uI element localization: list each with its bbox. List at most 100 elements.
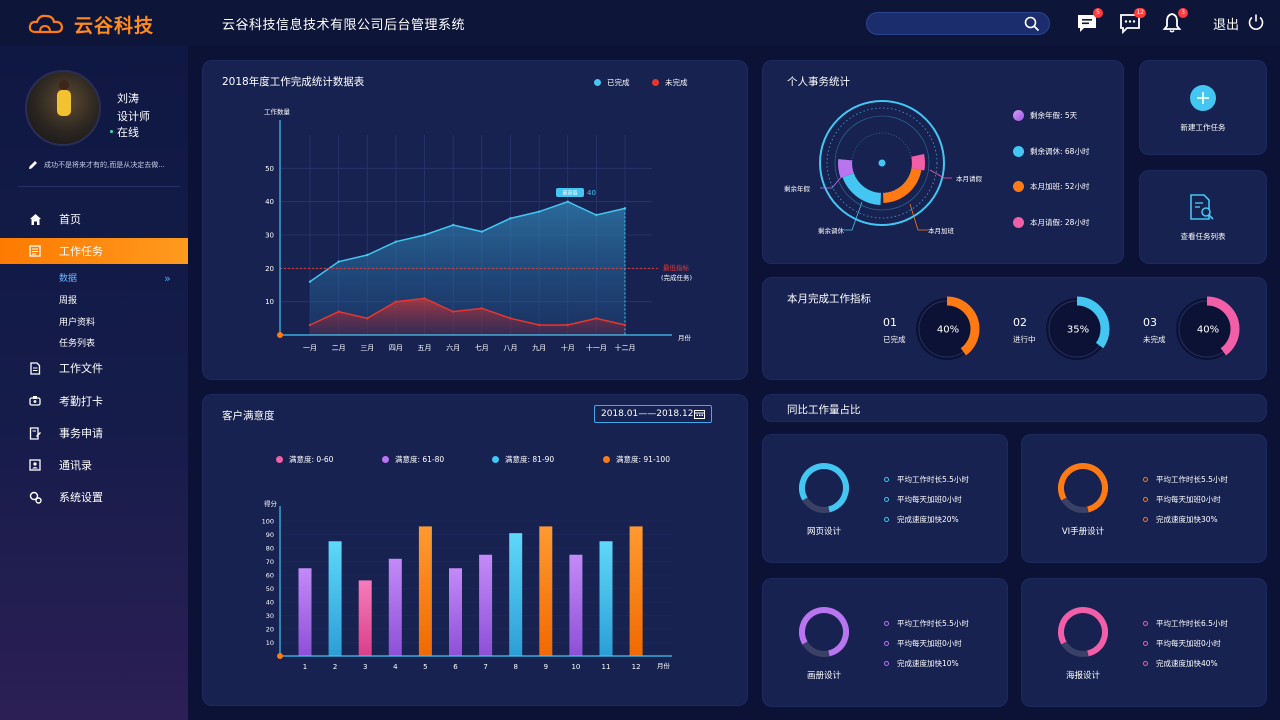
data-point [394, 240, 398, 243]
x-tick-label: 4 [393, 663, 398, 671]
edit-icon[interactable] [28, 160, 38, 170]
settings-icon [28, 490, 42, 504]
subnav-item-data[interactable]: 数据 [59, 274, 78, 284]
compare-card-stat: 平均工作时长5.5小时 [884, 474, 969, 485]
series-line-done [309, 200, 626, 283]
legend-sat-81-90[interactable]: 满意度: 81-90 [492, 454, 554, 465]
subnav-item-profile[interactable]: 用户资料 [59, 318, 96, 328]
bar [388, 558, 402, 656]
target-sublabel: (完成任务) [661, 273, 692, 282]
nav-item-application[interactable]: 事务申请 [0, 420, 188, 446]
label-vacation: 剩余年假 [784, 184, 811, 193]
personal-legend-vacation: 剩余年假: 5天 [1013, 110, 1077, 121]
series-area-undone [310, 298, 625, 335]
x-tick-label: 12 [632, 663, 641, 671]
x-tick-label: 八月 [503, 344, 517, 352]
nav-item-attendance[interactable]: 考勤打卡 [0, 388, 188, 414]
compare-card-stat: 完成速度加快30% [1143, 514, 1218, 525]
y-tick-label: 30 [266, 612, 274, 620]
x-tick-label: 二月 [332, 344, 346, 352]
compare-card-stat: 完成速度加快40% [1143, 658, 1218, 669]
axis-origin [277, 653, 283, 659]
legend-sat-91-100[interactable]: 满意度: 91-100 [603, 454, 670, 465]
y-tick-label: 60 [266, 572, 274, 580]
compare-card-stat: 平均工作时长5.5小时 [1143, 474, 1228, 485]
legend-sat-0-60[interactable]: 满意度: 0-60 [276, 454, 333, 465]
view-list-label[interactable]: 查看任务列表 [1180, 232, 1226, 241]
task-icon [28, 244, 42, 258]
y-tick-label: 40 [266, 599, 274, 607]
label-comp: 剩余调休 [818, 226, 845, 235]
data-point [595, 317, 598, 320]
x-tick-label: 10 [571, 663, 580, 671]
data-point [480, 307, 484, 310]
new-task-label[interactable]: 新建工作任务 [1180, 123, 1226, 132]
gauge-value: 35% [1067, 325, 1089, 336]
nav-label: 考勤打卡 [59, 395, 103, 408]
nav-item-files[interactable]: 工作文件 [0, 355, 188, 381]
user-motto[interactable]: 成功不是将来才有的,而是从决定去做... [28, 160, 165, 170]
x-tick-label: 十二月 [615, 343, 636, 352]
legend-undone[interactable]: 未完成 [652, 77, 688, 88]
file-icon [28, 361, 42, 375]
satisfaction-title: 客户满意度 [222, 410, 275, 422]
y-tick-label: 20 [265, 265, 274, 273]
data-point [308, 280, 312, 283]
status-dot [110, 130, 113, 133]
logout-button[interactable]: 退出 [1213, 18, 1240, 33]
legend-done[interactable]: 已完成 [594, 77, 630, 88]
compare-card-stat: 完成速度加快10% [884, 658, 959, 669]
monthly-gauge-2: 35% [1044, 296, 1110, 362]
date-range-picker[interactable]: 2018.01——2018.12 [594, 405, 712, 423]
view-list-card[interactable] [1139, 170, 1267, 264]
monthly-label-1: 已完成 [883, 335, 906, 344]
nav-item-tasks[interactable]: 工作任务 [0, 238, 188, 264]
compare-card-name: 海报设计 [1065, 671, 1100, 681]
y-tick-label: 40 [265, 198, 274, 206]
segment-overtime [883, 168, 922, 203]
monthly-num-2: 02 [1013, 316, 1027, 329]
data-point [566, 200, 569, 203]
avatar[interactable] [25, 70, 101, 146]
nav-label: 工作文件 [59, 362, 103, 375]
compare-card-stat: 平均每天加班0小时 [884, 638, 962, 649]
chat-button[interactable]: 12 [1119, 8, 1146, 35]
brand-logo[interactable]: 云谷科技 [28, 10, 188, 38]
brand-name: 云谷科技 [74, 14, 155, 37]
bar [358, 580, 372, 656]
x-tick-label: 十一月 [586, 343, 607, 352]
nav-item-home[interactable]: 首页 [0, 206, 188, 232]
nav-item-contacts[interactable]: 通讯录 [0, 452, 188, 478]
sidebar [0, 46, 188, 720]
y-tick-label: 10 [265, 298, 274, 306]
y-tick-label: 10 [266, 639, 274, 647]
y-tick-label: 50 [265, 165, 274, 173]
application-icon [28, 426, 42, 440]
search-icon[interactable] [1024, 16, 1040, 32]
subnav-item-tasklist[interactable]: 任务列表 [59, 339, 96, 349]
search-input[interactable] [866, 12, 1050, 35]
y-tick-label: 90 [266, 531, 274, 539]
bar [298, 568, 312, 656]
work-area-chart: 10 20 30 40 50 一月 二月 三月 四月 五月 六月 七月 八月 九月 十月 十一月 十二月 工作… [264, 107, 692, 352]
y-axis-label: 得分 [264, 499, 278, 508]
data-point [423, 297, 426, 300]
power-icon[interactable] [1247, 13, 1265, 31]
x-tick-label: 5 [423, 663, 427, 671]
home-icon [28, 212, 42, 226]
message-button[interactable]: 5 [1076, 8, 1103, 34]
x-axis-label: 月份 [657, 661, 671, 670]
notification-button[interactable]: 3 [1161, 8, 1188, 34]
compare-card-name: VI手册设计 [1061, 527, 1105, 537]
nav-item-settings[interactable]: 系统设置 [0, 484, 188, 510]
plus-icon[interactable] [1189, 84, 1217, 112]
legend-sat-61-80[interactable]: 满意度: 61-80 [382, 454, 444, 465]
document-search-icon[interactable] [1187, 192, 1217, 222]
data-point [623, 323, 627, 327]
clock-in-icon [28, 394, 42, 408]
subnav-item-weekly[interactable]: 周报 [59, 296, 78, 306]
data-point [566, 323, 569, 327]
y-tick-label: 20 [266, 626, 274, 634]
data-point [337, 260, 340, 263]
